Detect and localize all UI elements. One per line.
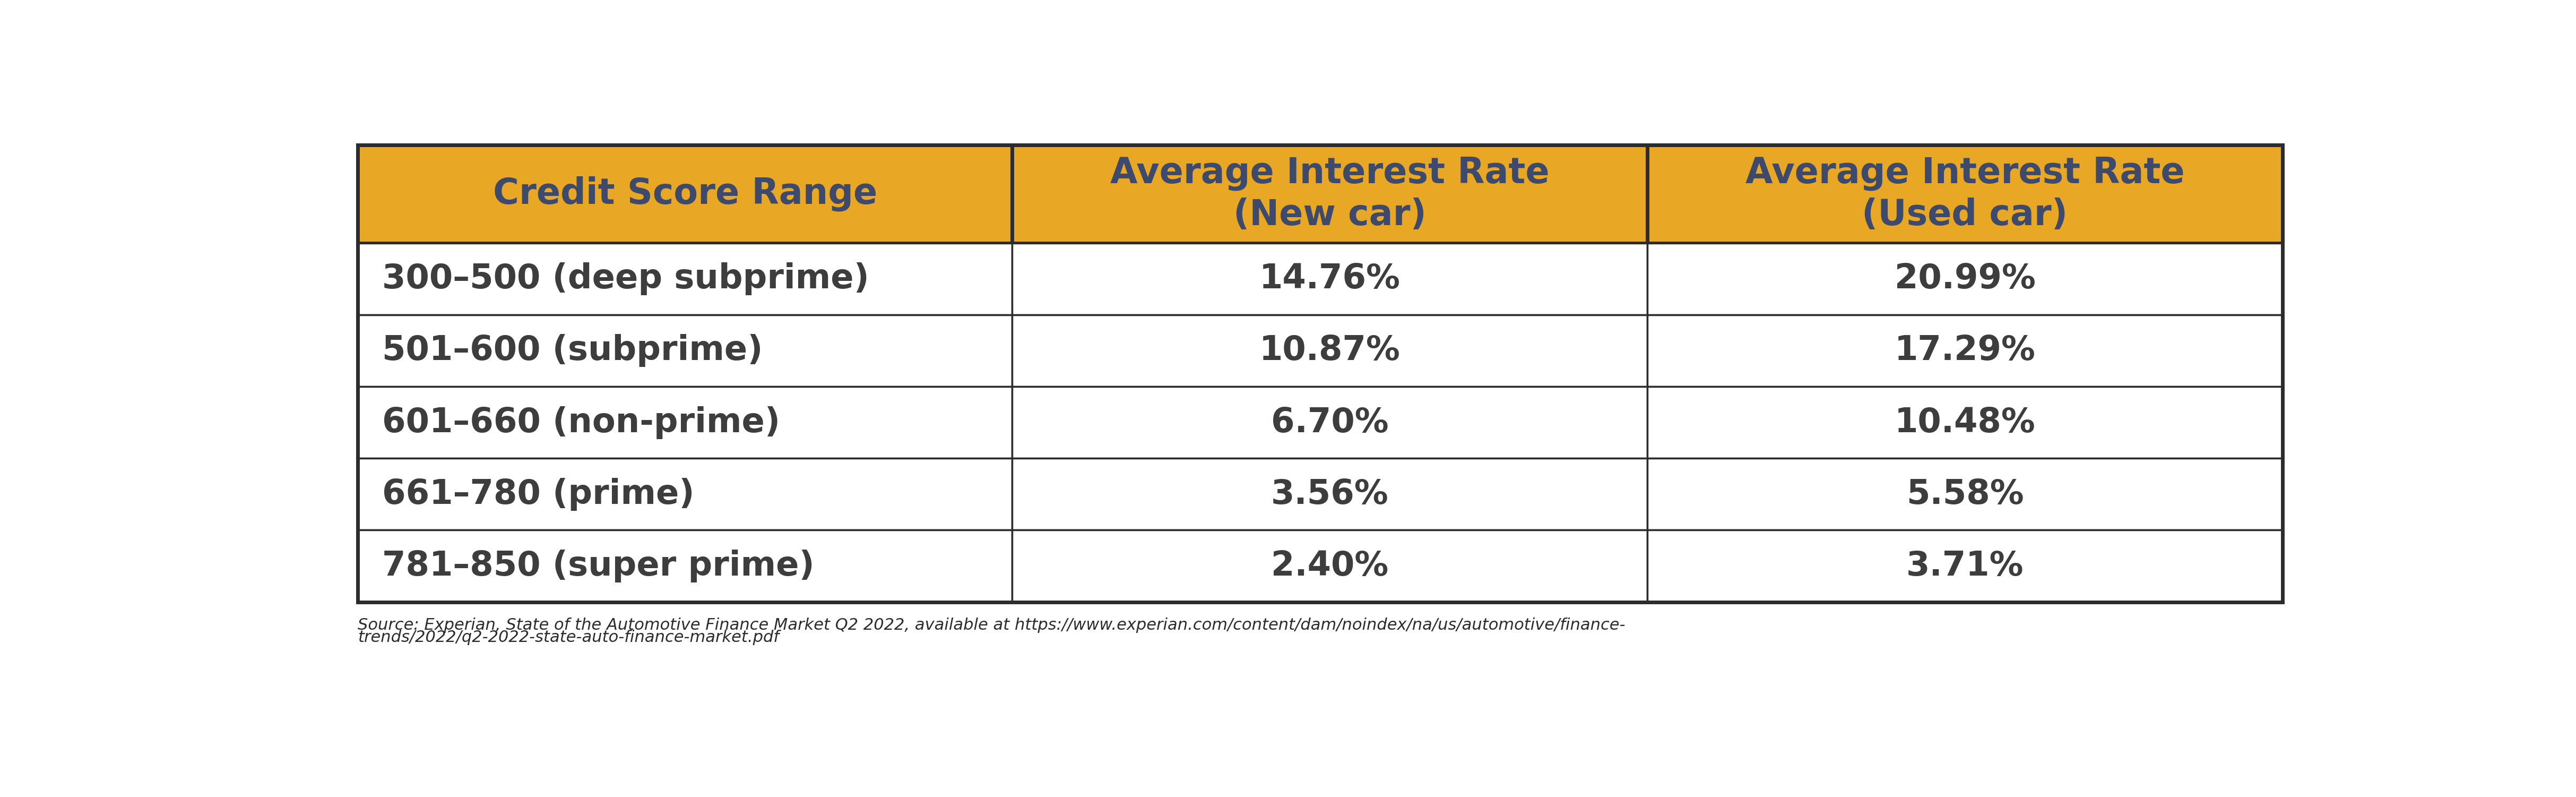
Bar (1012, 387, 1649, 458)
Bar (358, 145, 1012, 243)
Bar (358, 530, 1012, 602)
Bar (358, 458, 1012, 530)
Text: 20.99%: 20.99% (1893, 262, 2035, 296)
Bar (1649, 530, 2282, 602)
Bar (1012, 530, 1649, 602)
Text: 501–600 (subprime): 501–600 (subprime) (381, 334, 762, 367)
Text: 601–660 (non-prime): 601–660 (non-prime) (381, 406, 781, 439)
Bar (358, 315, 1012, 387)
Bar (1012, 145, 1649, 243)
Text: 10.48%: 10.48% (1893, 406, 2035, 439)
Bar (1012, 458, 1649, 530)
Text: 2.40%: 2.40% (1270, 550, 1388, 583)
Text: trends/2022/q2-2022-state-auto-finance-market.pdf: trends/2022/q2-2022-state-auto-finance-m… (358, 630, 781, 646)
Text: Credit Score Range: Credit Score Range (492, 176, 878, 211)
Bar (1649, 315, 2282, 387)
Text: 781–850 (super prime): 781–850 (super prime) (381, 550, 814, 583)
Text: 3.71%: 3.71% (1906, 550, 2025, 583)
Text: 661–780 (prime): 661–780 (prime) (381, 478, 696, 511)
Bar (1012, 315, 1649, 387)
Text: 6.70%: 6.70% (1270, 406, 1388, 439)
Bar (1649, 458, 2282, 530)
Text: 3.56%: 3.56% (1270, 478, 1388, 511)
Bar (1649, 145, 2282, 243)
Bar (358, 145, 2282, 602)
Text: 10.87%: 10.87% (1260, 334, 1401, 367)
Text: 14.76%: 14.76% (1260, 262, 1401, 296)
Text: Source: Experian, State of the Automotive Finance Market Q2 2022, available at h: Source: Experian, State of the Automotiv… (358, 617, 1625, 633)
Bar (1012, 243, 1649, 315)
Bar (358, 243, 1012, 315)
Text: 300–500 (deep subprime): 300–500 (deep subprime) (381, 262, 868, 296)
Bar (1649, 243, 2282, 315)
Text: 5.58%: 5.58% (1906, 478, 2025, 511)
Text: 17.29%: 17.29% (1893, 334, 2035, 367)
Text: Average Interest Rate
(New car): Average Interest Rate (New car) (1110, 155, 1548, 233)
Bar (358, 387, 1012, 458)
Bar (1649, 387, 2282, 458)
Text: Average Interest Rate
(Used car): Average Interest Rate (Used car) (1747, 155, 2184, 233)
